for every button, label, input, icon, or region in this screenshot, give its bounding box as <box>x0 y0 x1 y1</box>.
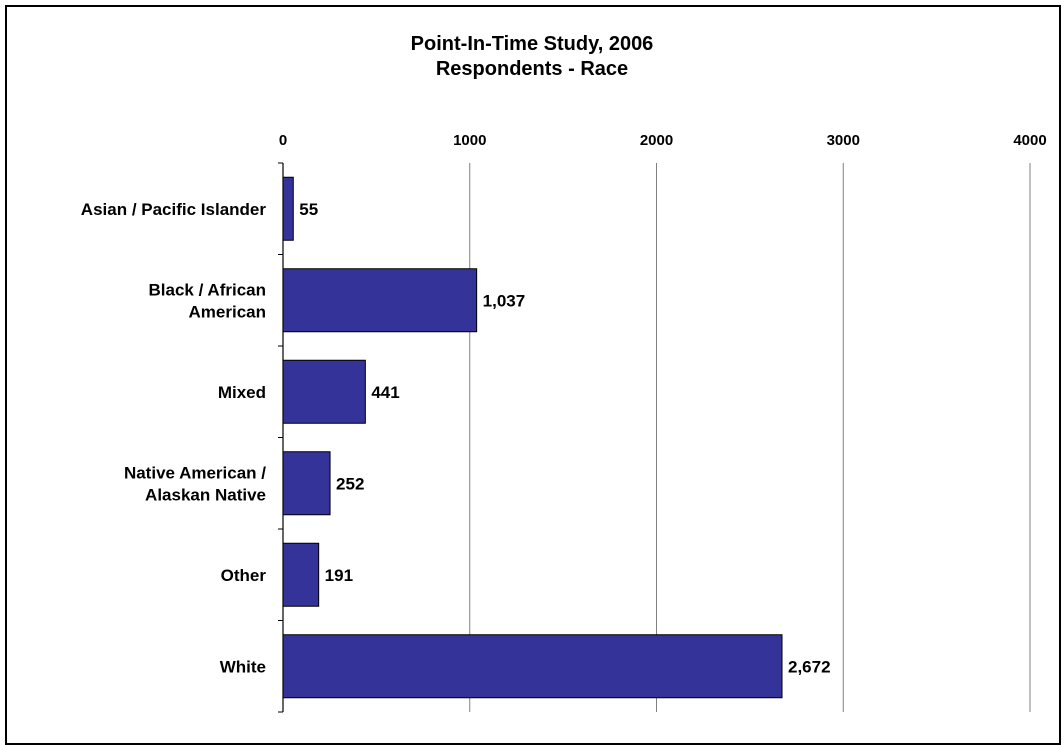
x-tick-label-2000: 2000 <box>640 132 673 149</box>
data-label-1: 1,037 <box>483 291 526 310</box>
x-tick-label-3000: 3000 <box>827 132 860 149</box>
category-label-line: White <box>220 657 266 676</box>
data-label-2: 441 <box>371 383 399 402</box>
x-tick-label-1000: 1000 <box>453 132 486 149</box>
bar-0 <box>282 176 294 241</box>
gridlines <box>469 163 1031 712</box>
category-label-1: Black / African American <box>149 280 266 321</box>
x-tick-label-0: 0 <box>279 132 287 149</box>
chart-title-block: Point-In-Time Study, 2006 Respondents - … <box>0 32 1064 82</box>
x-tick-label-4000: 4000 <box>1013 132 1046 149</box>
bar-2 <box>282 359 366 424</box>
category-label-5: White <box>220 657 266 676</box>
category-label-line: Asian / Pacific Islander <box>81 200 267 219</box>
category-label-0: Asian / Pacific Islander <box>81 200 267 219</box>
bar-4 <box>282 542 320 607</box>
category-label-line: Mixed <box>218 383 266 402</box>
category-label-4: Other <box>221 566 267 585</box>
chart-title: Point-In-Time Study, 2006 <box>410 33 654 55</box>
category-label-line: Native American / <box>124 463 266 482</box>
category-label-3: Native American / Alaskan Native <box>124 463 266 504</box>
data-label-4: 191 <box>325 566 353 585</box>
category-label-line: Black / African <box>149 280 266 299</box>
category-label-line: American <box>189 302 266 321</box>
chart-subtitle: Respondents - Race <box>435 58 629 80</box>
bar-chart: 0 1000 2000 3000 4000 55 Asian / Pacific Isla… <box>81 132 1047 713</box>
bar-1 <box>282 268 478 333</box>
bar-5 <box>282 634 783 699</box>
category-label-2: Mixed <box>218 383 266 402</box>
axes: 0 1000 2000 3000 4000 <box>278 132 1047 713</box>
data-label-0: 55 <box>299 200 318 219</box>
labels: 55 Asian / Pacific Islander 1,037 Black / A… <box>81 200 831 677</box>
chart-frame <box>5 5 1061 745</box>
data-label-5: 2,672 <box>788 657 831 676</box>
category-label-line: Alaskan Native <box>145 485 266 504</box>
bar-3 <box>282 451 331 516</box>
category-label-line: Other <box>221 566 267 585</box>
data-label-3: 252 <box>336 474 364 493</box>
bars <box>282 176 783 699</box>
